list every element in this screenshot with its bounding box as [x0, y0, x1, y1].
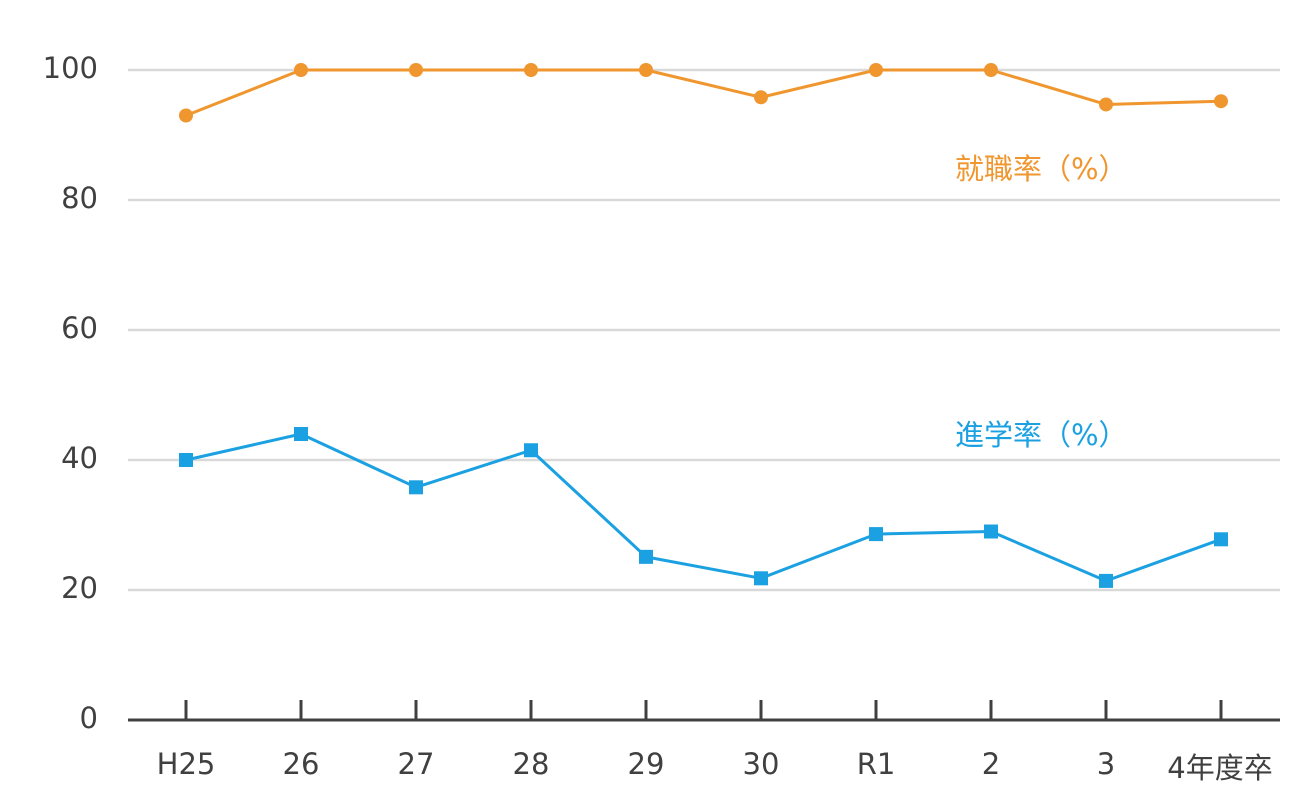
y-tick-label: 0: [80, 701, 98, 735]
data-point: [179, 108, 193, 123]
series-employment: [179, 63, 1228, 123]
x-axis: [128, 700, 1280, 722]
x-tick-label: R1: [857, 747, 896, 781]
data-point: [294, 63, 308, 77]
series-line: [185, 432, 1222, 583]
data-point: [984, 63, 998, 77]
x-tick-label: 3: [1097, 747, 1115, 781]
data-point: [639, 63, 653, 77]
data-point: [179, 453, 193, 467]
data-point: [1099, 573, 1113, 588]
x-tick-label: 27: [398, 747, 435, 781]
gridlines: [128, 68, 1280, 592]
y-tick-label: 60: [61, 311, 98, 345]
y-tick-label: 100: [43, 51, 98, 85]
x-tick-label: 2: [982, 747, 1000, 781]
series-line: [185, 68, 1222, 117]
data-point: [639, 549, 653, 564]
y-tick-labels: 0 20 40 60 80 100: [43, 51, 98, 735]
y-tick-label: 80: [61, 181, 98, 215]
x-tick-label: 30: [743, 747, 780, 781]
data-point: [1214, 532, 1228, 547]
data-point: [524, 63, 538, 77]
y-tick-label: 20: [61, 571, 98, 605]
data-point: [409, 480, 423, 495]
series-label-advancement: 進学率（%）: [955, 418, 1128, 452]
series-advancement: [179, 427, 1228, 588]
x-tick-label: 4年度卒: [1167, 751, 1272, 785]
data-point: [984, 524, 998, 539]
data-point: [294, 427, 308, 441]
data-point: [1099, 97, 1113, 112]
data-point: [869, 63, 883, 77]
x-tick-labels: H25 26 27 28 29 30 R1 2 3 4年度卒: [157, 747, 1273, 785]
data-point: [754, 571, 768, 586]
data-point: [1214, 94, 1228, 109]
series-label-employment: 就職率（%）: [955, 152, 1128, 186]
data-point: [409, 63, 423, 77]
y-tick-label: 40: [61, 441, 98, 475]
x-tick-label: 26: [283, 747, 320, 781]
series-labels: 就職率（%） 進学率（%）: [955, 152, 1128, 452]
x-tick-label: 29: [628, 747, 665, 781]
data-point: [754, 90, 768, 105]
x-tick-label: H25: [157, 747, 216, 781]
x-tick-label: 28: [513, 747, 550, 781]
series-group: [179, 63, 1228, 588]
data-point: [869, 527, 883, 542]
data-point: [524, 443, 538, 458]
